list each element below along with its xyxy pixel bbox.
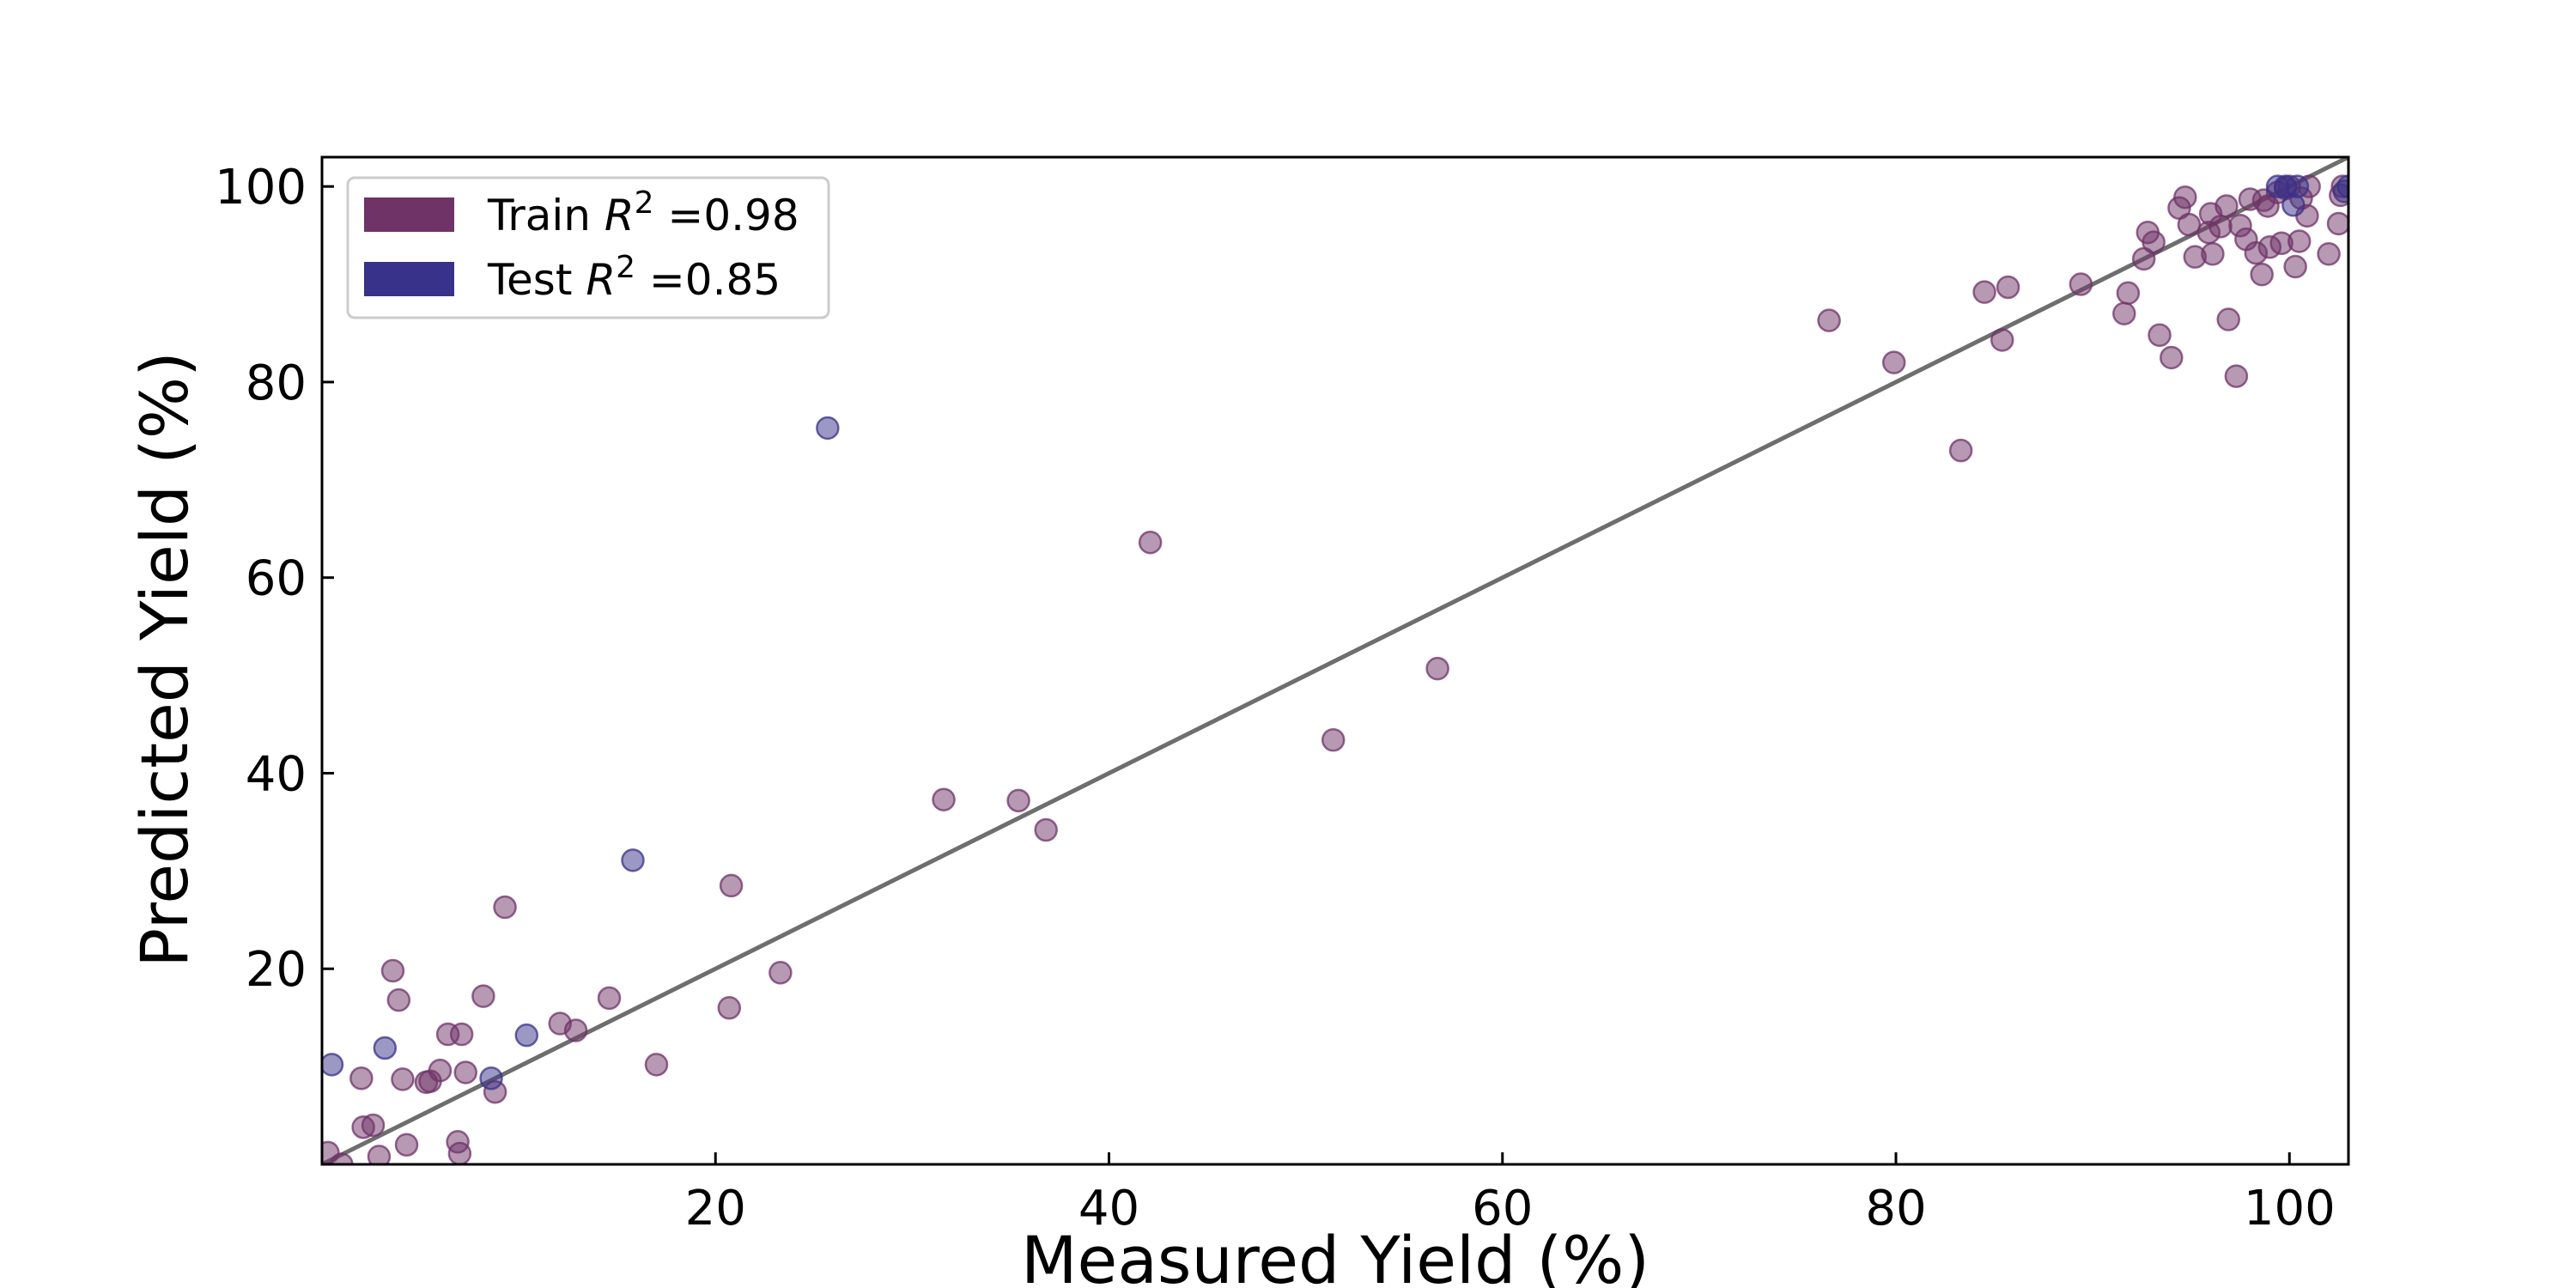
data-point-train <box>2208 215 2233 239</box>
x-tick-label: 60 <box>1472 1181 1533 1236</box>
identity-line <box>322 157 2348 1164</box>
data-point-train <box>449 1022 474 1047</box>
data-point-train <box>394 1133 419 1157</box>
data-point-train <box>2283 254 2307 279</box>
data-point-train <box>1006 788 1030 813</box>
data-point-train <box>1881 350 1906 374</box>
data-point-train <box>471 984 495 1008</box>
data-point-train <box>349 1066 374 1091</box>
data-point-train <box>367 1145 392 1164</box>
data-point-train <box>2215 194 2239 218</box>
data-point-train <box>1948 438 1973 463</box>
data-point-train <box>597 986 622 1011</box>
data-point-test <box>322 1053 344 1077</box>
data-point-train <box>386 987 411 1012</box>
data-point-train <box>2148 323 2172 348</box>
data-point-train <box>1034 817 1058 842</box>
data-point-train <box>717 996 742 1020</box>
data-point-train <box>361 1113 386 1138</box>
data-point-test <box>479 1066 503 1091</box>
data-point-train <box>719 873 744 898</box>
data-point-test <box>2285 174 2310 198</box>
legend-label-train: Train R2 =0.98 <box>487 185 799 240</box>
y-tick-label: 40 <box>246 746 307 802</box>
data-point-train <box>2112 301 2136 325</box>
data-point-train <box>2317 241 2341 266</box>
data-point-train <box>447 1141 472 1164</box>
legend: Train R2 =0.98 Test R2 =0.85 <box>346 176 830 319</box>
axis-ticks: 20 40 60 80 100 20 40 60 80 100 <box>215 160 2336 1236</box>
data-point-train <box>2201 241 2225 266</box>
plot-frame <box>320 155 2350 1166</box>
data-point-train <box>932 787 956 811</box>
data-point-train <box>2216 307 2240 331</box>
x-tick-label: 100 <box>2244 1181 2336 1236</box>
data-point-train <box>2177 212 2202 237</box>
data-point-train <box>1425 656 1449 681</box>
data-point-test <box>514 1023 539 1048</box>
plot-area <box>322 157 2348 1164</box>
data-point-train <box>644 1053 669 1077</box>
data-point-train <box>1990 328 2014 352</box>
legend-swatch-test <box>364 262 454 296</box>
data-point-train <box>2142 230 2166 254</box>
data-point-train <box>428 1058 453 1083</box>
data-point-train <box>769 961 793 985</box>
y-axis-label: Predicted Yield (%) <box>126 351 203 968</box>
y-tick-label: 80 <box>246 355 307 411</box>
data-point-train <box>1138 530 1163 555</box>
data-point-train <box>2160 345 2184 370</box>
data-point-test <box>621 848 645 872</box>
data-point-train <box>1321 727 1346 752</box>
data-point-train <box>330 1152 354 1164</box>
legend-swatch-train <box>364 197 454 232</box>
legend-box <box>346 176 830 319</box>
data-point-train <box>2250 262 2274 287</box>
data-point-train <box>563 1018 588 1042</box>
data-point-train <box>391 1067 415 1091</box>
data-point-test <box>2336 174 2348 198</box>
data-point-train <box>380 958 405 983</box>
x-tick-label: 40 <box>1078 1181 1139 1236</box>
legend-label-test: Test R2 =0.85 <box>487 250 781 305</box>
x-tick-label: 80 <box>1865 1181 1926 1236</box>
y-tick-label: 100 <box>215 160 307 216</box>
data-point-test <box>816 416 840 440</box>
data-point-train <box>2173 185 2197 210</box>
data-point-train <box>2224 364 2249 388</box>
data-point-train <box>2326 211 2348 236</box>
plot-marks <box>322 157 2348 1164</box>
series-train <box>322 174 2348 1164</box>
data-point-train <box>1996 275 2020 300</box>
data-point-test <box>373 1036 398 1060</box>
x-tick-label: 20 <box>685 1181 746 1236</box>
series-test <box>322 174 2348 1091</box>
data-point-train <box>1972 280 1996 304</box>
data-point-train <box>2116 281 2141 306</box>
data-point-train <box>2287 229 2312 253</box>
data-point-train <box>2069 272 2093 296</box>
y-tick-label: 60 <box>246 551 307 607</box>
data-point-train <box>493 895 517 920</box>
data-point-train <box>1817 308 1841 332</box>
y-tick-label: 20 <box>246 942 307 998</box>
data-point-train <box>453 1060 478 1084</box>
x-axis-label: Measured Yield (%) <box>1021 1222 1649 1288</box>
